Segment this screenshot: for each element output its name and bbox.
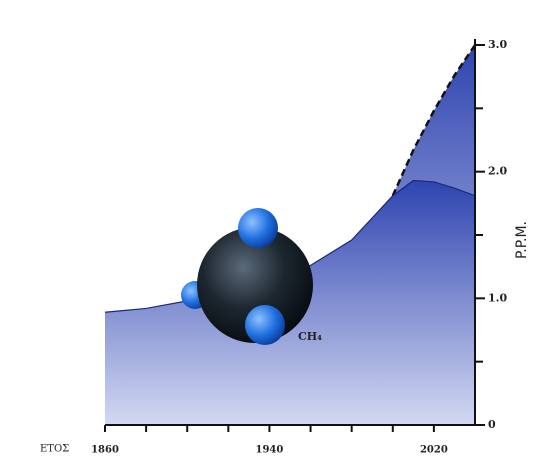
y-tick-label: 2.0 [488,165,507,178]
y-tick-label: 1.0 [488,291,507,304]
x-tick-label: 1940 [256,445,284,456]
x-tick-label: 1860 [91,445,119,456]
x-tick-label: 2020 [420,445,448,456]
annotation: CH₄ [298,330,322,343]
y-tick-label: 3.0 [488,38,507,51]
y-tick-label: 0 [488,418,496,431]
x-axis-label: ΕΤΟΣ [40,444,69,455]
chart: CH₄ P.P.M. ΕΤΟΣ 1860 1940 2020 0 1.0 2.0 3.0 [0,0,553,463]
y-axis-label: P.P.M. [514,221,530,259]
